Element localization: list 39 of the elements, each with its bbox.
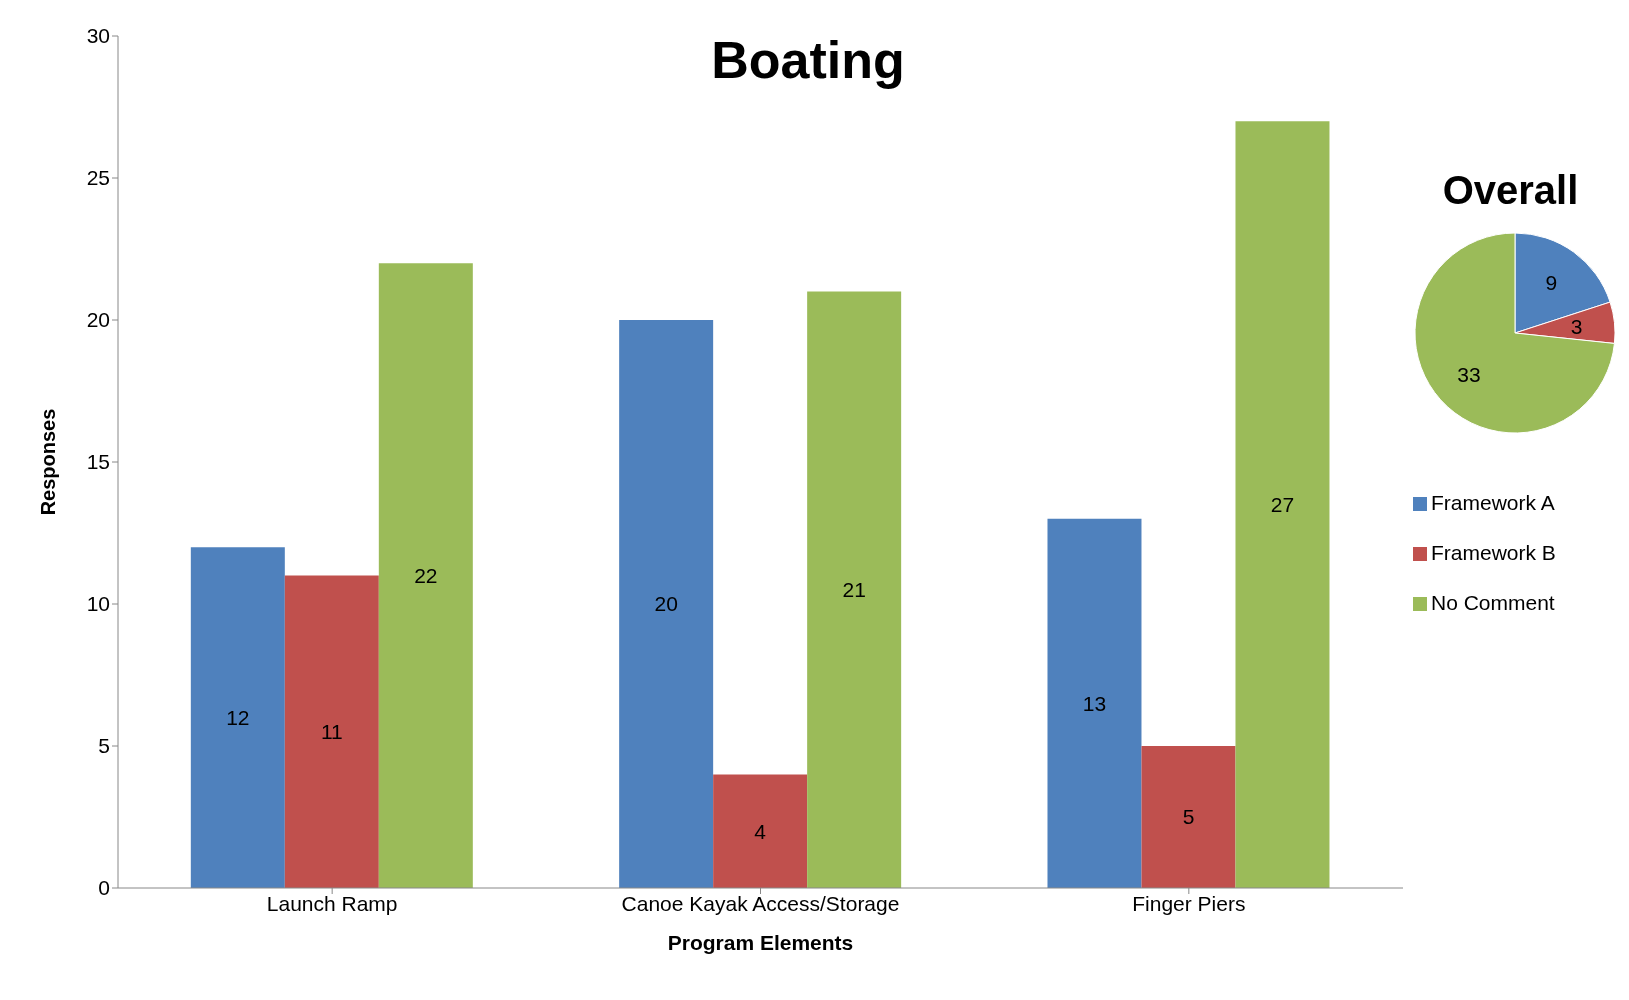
bar bbox=[1235, 121, 1330, 888]
data-label: 13 bbox=[1082, 691, 1107, 715]
data-label: 5 bbox=[1182, 805, 1195, 829]
data-label: 11 bbox=[320, 720, 343, 744]
bar bbox=[1141, 746, 1236, 888]
bar bbox=[378, 263, 473, 888]
legend-label: Framework A bbox=[1431, 491, 1555, 514]
data-label: 20 bbox=[654, 592, 678, 616]
bar bbox=[619, 320, 714, 888]
data-label: 9 bbox=[1545, 271, 1558, 295]
data-label: 4 bbox=[754, 819, 767, 843]
chart-title: Overall bbox=[1441, 168, 1580, 214]
legend-label: Framework B bbox=[1431, 541, 1556, 564]
bar bbox=[713, 774, 808, 888]
x-axis-title: Program Elements bbox=[667, 931, 854, 954]
data-label: 22 bbox=[414, 564, 438, 588]
data-label: 12 bbox=[226, 706, 250, 730]
y-tick-label: 0 bbox=[98, 876, 110, 900]
bar bbox=[807, 291, 902, 888]
data-label: 21 bbox=[842, 578, 866, 602]
pie-slice bbox=[1414, 232, 1615, 434]
data-label: 27 bbox=[1270, 493, 1295, 517]
x-tick-label: Finger Piers bbox=[1132, 891, 1246, 915]
data-label: 3 bbox=[1570, 315, 1583, 339]
legend-label: No Comment bbox=[1431, 591, 1555, 614]
x-tick-label: Canoe Kayak Access/Storage bbox=[621, 891, 900, 915]
y-tick-label: 15 bbox=[86, 450, 110, 474]
bar bbox=[1047, 518, 1142, 888]
chart-title: Boating bbox=[711, 31, 905, 89]
y-tick-label: 20 bbox=[86, 308, 110, 332]
y-tick-label: 25 bbox=[86, 166, 110, 190]
data-label: 33 bbox=[1457, 362, 1481, 386]
y-tick-label: 30 bbox=[86, 24, 110, 48]
y-tick-label: 5 bbox=[98, 734, 110, 758]
x-tick-label: Launch Ramp bbox=[266, 891, 398, 915]
y-tick-label: 10 bbox=[86, 592, 110, 616]
bar bbox=[284, 575, 379, 888]
bar bbox=[190, 547, 285, 888]
y-axis-title: Responses bbox=[37, 408, 60, 516]
